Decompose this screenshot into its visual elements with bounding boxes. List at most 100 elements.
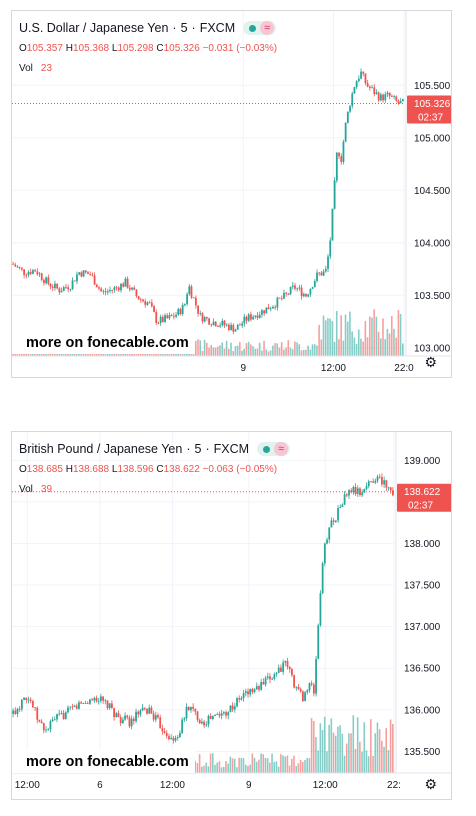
candle bbox=[93, 272, 96, 285]
candle bbox=[319, 590, 322, 627]
market-status-badge[interactable]: ≈ bbox=[257, 442, 291, 456]
candle bbox=[368, 85, 371, 91]
candle bbox=[42, 722, 45, 734]
volume-bar bbox=[205, 342, 208, 356]
candle bbox=[161, 314, 164, 323]
candle bbox=[307, 293, 310, 298]
volume-bar bbox=[368, 316, 371, 356]
volume-bar bbox=[376, 722, 379, 773]
candle bbox=[84, 270, 87, 274]
volume-bar bbox=[212, 347, 215, 356]
candle bbox=[384, 91, 387, 103]
market-status-badge[interactable]: ≈ bbox=[243, 21, 277, 35]
watermark: more on fonecable.com bbox=[12, 750, 195, 773]
gbpjpy-plot[interactable]: 139.000138.500138.000137.500137.000136.5… bbox=[12, 432, 452, 800]
volume-bar bbox=[397, 310, 400, 356]
candle bbox=[262, 678, 265, 685]
candle bbox=[286, 657, 289, 670]
low-value: 105.298 bbox=[117, 43, 154, 54]
candle bbox=[276, 296, 279, 311]
volume-bar bbox=[346, 321, 349, 356]
candle bbox=[188, 284, 191, 296]
candle bbox=[311, 286, 314, 290]
y-tick-label: 135.500 bbox=[404, 747, 441, 758]
volume-bar bbox=[331, 321, 334, 356]
candle bbox=[113, 285, 116, 293]
volume-bar bbox=[208, 347, 210, 356]
candle bbox=[296, 287, 299, 292]
usdjpy-plot[interactable]: 105.500 105.000 104.500 104.000 103.500 103.0… bbox=[12, 11, 452, 378]
candle bbox=[36, 706, 39, 724]
volume-bar bbox=[258, 342, 261, 356]
grid bbox=[12, 11, 405, 356]
volume-bar bbox=[244, 764, 247, 773]
gear-icon[interactable]: ⚙ bbox=[424, 776, 437, 792]
candle bbox=[334, 520, 337, 524]
gbpjpy-chart[interactable]: 139.000138.500138.000137.500137.000136.5… bbox=[11, 431, 452, 800]
volume-bar bbox=[236, 345, 239, 356]
candle bbox=[330, 517, 333, 528]
volume-bar bbox=[207, 766, 210, 773]
candle bbox=[236, 323, 239, 330]
candle bbox=[87, 270, 89, 275]
candle bbox=[40, 719, 43, 724]
volume-bar bbox=[352, 715, 355, 773]
volume-bar bbox=[275, 761, 278, 773]
candle bbox=[177, 307, 180, 316]
volume-bar bbox=[299, 759, 302, 773]
exchange: FXCM bbox=[199, 21, 236, 35]
candle bbox=[349, 104, 351, 114]
volume-bar bbox=[272, 345, 274, 356]
candle bbox=[47, 274, 50, 286]
candle bbox=[133, 285, 136, 291]
volume-bar bbox=[333, 341, 336, 356]
candle bbox=[393, 94, 395, 100]
candle bbox=[146, 708, 148, 715]
open-value: 105.357 bbox=[26, 43, 63, 54]
candle bbox=[139, 297, 142, 303]
volume-bar bbox=[359, 741, 361, 773]
candle bbox=[150, 705, 153, 714]
usdjpy-chart[interactable]: 105.500 105.000 104.500 104.000 103.500 103.0… bbox=[11, 10, 452, 378]
candle bbox=[297, 683, 300, 691]
candle bbox=[108, 703, 111, 711]
candle bbox=[267, 303, 270, 310]
candle bbox=[111, 289, 114, 294]
candle bbox=[186, 292, 188, 306]
candle bbox=[170, 313, 173, 317]
volume-bar bbox=[231, 758, 234, 773]
volume-bar bbox=[261, 350, 263, 356]
candle bbox=[293, 674, 296, 689]
gear-icon[interactable]: ⚙ bbox=[424, 354, 437, 370]
volume-label: Vol bbox=[19, 484, 33, 495]
candle bbox=[236, 696, 238, 708]
wave-icon: ≈ bbox=[274, 442, 289, 456]
volume-bar bbox=[265, 349, 268, 356]
candle bbox=[126, 714, 129, 720]
candle bbox=[245, 315, 248, 324]
close-value: 105.326 bbox=[163, 43, 200, 54]
candle bbox=[104, 698, 107, 705]
volume-bar bbox=[370, 719, 372, 773]
candle bbox=[157, 321, 160, 325]
candle bbox=[318, 272, 321, 276]
candle bbox=[239, 322, 241, 326]
volume-bar bbox=[310, 718, 313, 773]
candle bbox=[378, 474, 381, 479]
volume-bar bbox=[366, 337, 369, 356]
y-tick-label: 104.500 bbox=[414, 186, 451, 197]
x-tick-label: 12:00 bbox=[313, 780, 338, 791]
candle bbox=[376, 474, 379, 484]
candle bbox=[255, 682, 258, 690]
volume-bar bbox=[223, 348, 226, 356]
candle bbox=[352, 485, 355, 495]
candle bbox=[128, 715, 131, 729]
candle bbox=[249, 688, 252, 697]
volume-bar bbox=[220, 767, 223, 773]
candle bbox=[82, 269, 85, 278]
x-tick-label: 6 bbox=[97, 780, 103, 791]
volume-bar bbox=[362, 341, 364, 356]
volume-bar bbox=[313, 344, 316, 356]
candle bbox=[343, 491, 346, 506]
volume-bar bbox=[340, 315, 342, 356]
